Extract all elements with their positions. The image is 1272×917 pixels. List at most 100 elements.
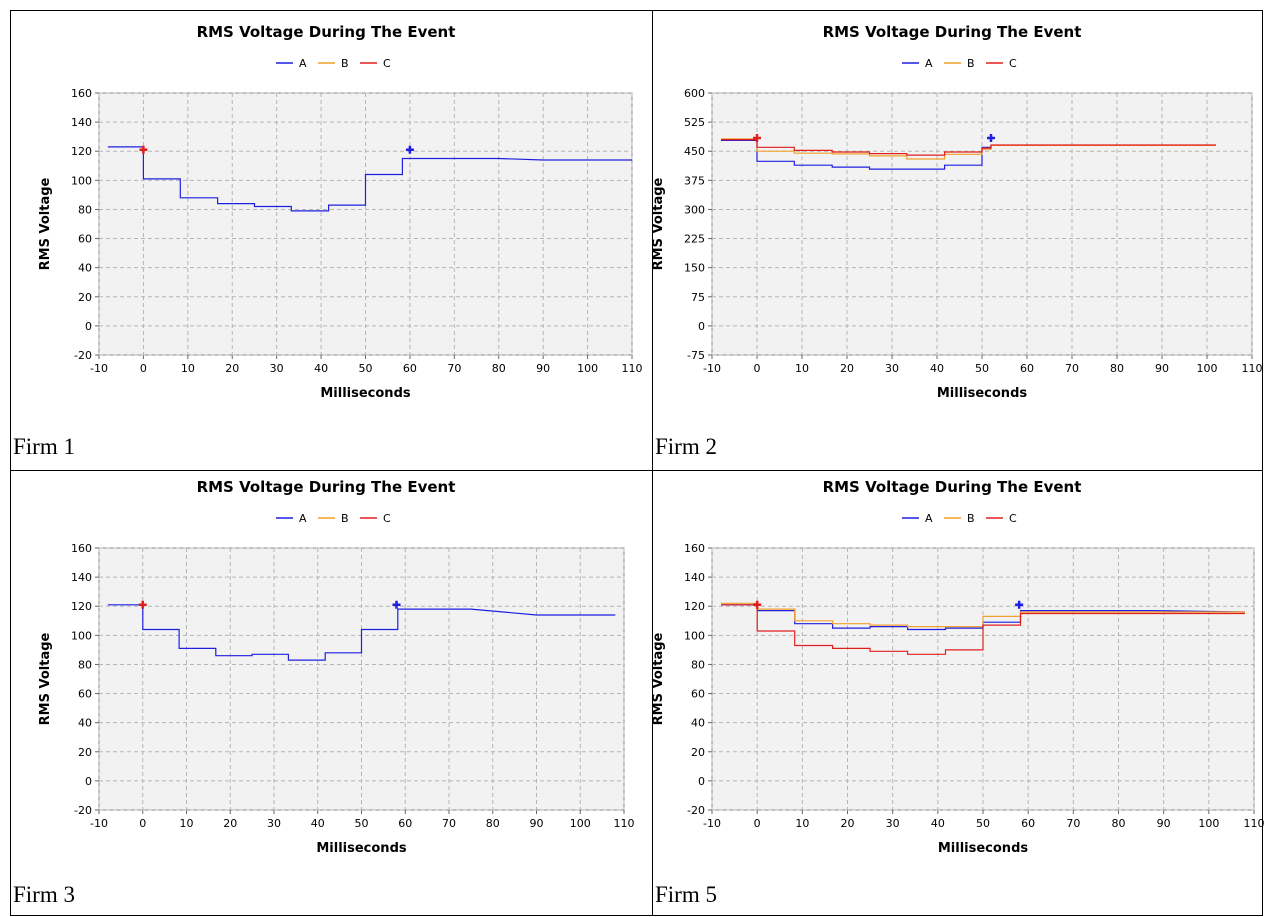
x-tick-label: 100 <box>1198 817 1219 830</box>
y-tick-label: 0 <box>698 320 705 333</box>
firm-label: Firm 3 <box>13 882 75 907</box>
x-tick-label: 30 <box>267 817 281 830</box>
y-tick-label: 600 <box>684 87 705 100</box>
y-axis-label: RMS Voltage <box>38 177 53 270</box>
x-tick-label: 20 <box>841 817 855 830</box>
x-tick-label: 100 <box>577 362 598 375</box>
x-tick-label: 70 <box>442 817 456 830</box>
x-tick-label: 40 <box>931 817 945 830</box>
x-tick-label: 90 <box>536 362 550 375</box>
x-tick-label: 10 <box>181 362 195 375</box>
plot-area <box>98 92 633 356</box>
y-axis-label: RMS Voltage <box>38 632 53 725</box>
chart-title: RMS Voltage During The Event <box>823 478 1082 496</box>
legend-label-b: B <box>341 512 349 525</box>
x-axis-label: Milliseconds <box>937 386 1028 401</box>
x-tick-label: 100 <box>1197 362 1218 375</box>
y-tick-label: 160 <box>71 542 92 555</box>
x-tick-label: 20 <box>840 362 854 375</box>
event-marker <box>138 600 147 609</box>
y-tick-label: 20 <box>691 746 705 759</box>
y-tick-label: 0 <box>85 320 92 333</box>
x-tick-label: 40 <box>930 362 944 375</box>
x-tick-label: 60 <box>398 817 412 830</box>
x-tick-label: 50 <box>355 817 369 830</box>
y-axis-label: RMS Voltage <box>651 632 666 725</box>
chart-svg-firm-2: RMS Voltage During The Event A B C -10 0 10 20 3… <box>651 23 1263 401</box>
x-tick-label: 50 <box>976 817 990 830</box>
y-tick-label: 60 <box>78 688 92 701</box>
x-tick-label: 80 <box>1110 362 1124 375</box>
x-tick-label: 100 <box>570 817 591 830</box>
chart-panel-firm-3: RMS Voltage During The Event A B C -10 0 10 20 3… <box>11 470 651 915</box>
y-tick-label: 40 <box>691 717 705 730</box>
y-tick-label: -20 <box>687 804 705 817</box>
y-tick-label: -20 <box>74 349 92 362</box>
figure-table <box>10 10 1263 916</box>
x-tick-label: 80 <box>492 362 506 375</box>
x-tick-label: 20 <box>223 817 237 830</box>
x-tick-label: 90 <box>530 817 544 830</box>
series-line-b <box>721 138 1216 160</box>
x-tick-label: 70 <box>1065 362 1079 375</box>
y-tick-label: 120 <box>71 600 92 613</box>
x-tick-label: 30 <box>886 817 900 830</box>
event-marker <box>405 145 414 154</box>
y-tick-label: -75 <box>687 349 705 362</box>
series-line-a <box>721 139 1216 170</box>
y-tick-label: 150 <box>684 262 705 275</box>
chart-title: RMS Voltage During The Event <box>823 23 1082 41</box>
legend-label-a: A <box>925 57 933 70</box>
x-tick-label: 110 <box>614 817 635 830</box>
firm-label: Firm 1 <box>13 434 75 459</box>
x-tick-label: -10 <box>703 362 721 375</box>
x-tick-label: 80 <box>486 817 500 830</box>
event-marker <box>392 600 401 609</box>
y-tick-label: 160 <box>684 542 705 555</box>
y-tick-label: 160 <box>71 87 92 100</box>
y-tick-label: 40 <box>78 717 92 730</box>
y-tick-label: 20 <box>78 291 92 304</box>
x-tick-label: 30 <box>270 362 284 375</box>
x-tick-label: 60 <box>1020 362 1034 375</box>
y-tick-label: 75 <box>691 291 705 304</box>
x-tick-label: 30 <box>885 362 899 375</box>
y-tick-label: 300 <box>684 203 705 216</box>
y-tick-label: 375 <box>684 174 705 187</box>
x-tick-label: 110 <box>1242 362 1263 375</box>
legend-label-c: C <box>1009 512 1017 525</box>
series-line-a <box>107 146 632 212</box>
y-tick-label: 100 <box>71 174 92 187</box>
legend-label-c: C <box>383 57 391 70</box>
legend-label-b: B <box>967 512 975 525</box>
x-tick-label: 0 <box>140 362 147 375</box>
series-line-a <box>107 604 616 661</box>
x-tick-label: 10 <box>795 817 809 830</box>
event-marker <box>987 134 995 143</box>
x-tick-label: 40 <box>311 817 325 830</box>
plot-area <box>711 92 1253 356</box>
series-line-c <box>721 604 1245 655</box>
y-tick-label: 100 <box>684 629 705 642</box>
table-vertical-divider <box>652 11 653 915</box>
x-tick-label: 10 <box>795 362 809 375</box>
event-marker <box>753 134 761 143</box>
legend-label-b: B <box>967 57 975 70</box>
chart-panel-firm-1: RMS Voltage During The Event A B C -10 0 10 20 3… <box>11 11 651 469</box>
x-tick-label: 60 <box>1021 817 1035 830</box>
x-axis-label: Milliseconds <box>316 841 407 856</box>
y-tick-label: 525 <box>684 116 705 129</box>
event-marker <box>753 600 762 609</box>
chart-panel-firm-5: RMS Voltage During The Event A B C -10 0 10 20 3… <box>651 470 1265 915</box>
y-tick-label: -20 <box>74 804 92 817</box>
x-tick-label: -10 <box>90 817 108 830</box>
legend-label-a: A <box>299 512 307 525</box>
y-tick-label: 0 <box>85 775 92 788</box>
x-tick-label: 20 <box>225 362 239 375</box>
y-tick-label: 120 <box>71 145 92 158</box>
x-tick-label: 0 <box>754 817 761 830</box>
x-axis-label: Milliseconds <box>938 841 1029 856</box>
x-tick-label: 70 <box>1066 817 1080 830</box>
legend-label-a: A <box>299 57 307 70</box>
y-tick-label: 40 <box>78 262 92 275</box>
